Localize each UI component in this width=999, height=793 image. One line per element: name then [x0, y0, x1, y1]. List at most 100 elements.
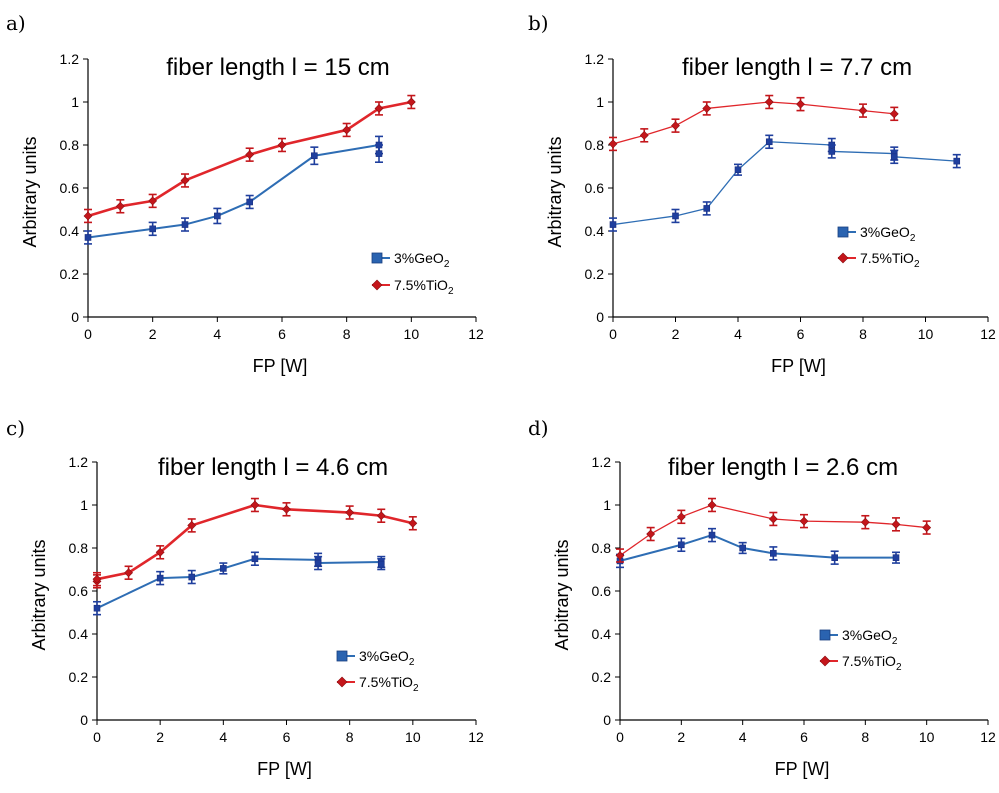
data-point [115, 201, 125, 211]
data-point [311, 152, 318, 160]
y-tick-label: 0 [603, 712, 611, 728]
series-geo2 [93, 551, 386, 616]
y-tick-label: 0 [71, 309, 79, 325]
y-tick-label: 0.8 [585, 137, 605, 153]
x-tick-label: 12 [468, 326, 484, 342]
data-point [376, 511, 386, 521]
data-point [83, 211, 93, 221]
data-point [828, 148, 836, 155]
data-point [953, 157, 961, 165]
x-tick-label: 4 [739, 729, 747, 745]
data-point [703, 205, 711, 212]
data-point [799, 516, 809, 526]
y-tick-label: 0.4 [592, 626, 612, 642]
data-point [148, 196, 158, 206]
y-tick-label: 0.2 [592, 669, 612, 685]
legend-label-main: 3%GeO [394, 250, 444, 266]
data-point [890, 153, 898, 161]
data-point [124, 568, 134, 578]
y-tick-label: 0.6 [60, 180, 80, 196]
legend-label-main: 3%GeO [359, 648, 409, 664]
data-point [770, 550, 777, 557]
x-axis-label: FP [W] [257, 759, 312, 779]
data-point [615, 551, 625, 560]
x-tick-label: 8 [861, 729, 869, 745]
legend-marker-square [336, 650, 348, 662]
x-tick-label: 2 [672, 326, 680, 342]
x-tick-label: 4 [734, 326, 742, 342]
data-point [639, 130, 649, 140]
y-tick-label: 1.2 [585, 51, 605, 67]
legend-label: 7.5%TiO2 [359, 674, 419, 694]
series-tio2 [92, 497, 418, 589]
y-tick-label: 0 [596, 309, 604, 325]
legend: 3%GeO2 7.5%TiO2 [837, 224, 920, 270]
y-tick-label: 0.6 [592, 583, 612, 599]
data-point [764, 97, 774, 107]
series-line [87, 144, 380, 239]
data-point [608, 139, 618, 149]
data-point [922, 523, 932, 532]
data-point [796, 99, 805, 109]
data-point [374, 104, 384, 113]
y-tick-label: 1.2 [592, 454, 612, 470]
x-tick-label: 4 [219, 729, 227, 745]
data-point [245, 150, 255, 160]
legend-label: 3%GeO2 [394, 250, 450, 270]
data-point [831, 554, 838, 561]
series-tio2 [608, 94, 899, 152]
legend-label-main: 7.5%TiO [394, 277, 448, 293]
y-tick-label: 0.2 [585, 266, 605, 282]
data-point [156, 574, 164, 582]
series-geo2 [609, 134, 961, 232]
x-axis-label: FP [W] [771, 356, 826, 376]
data-point [739, 544, 746, 552]
chart-panel: c)fiber length l = 4.6 cm0 2 4 6 8 10 1200.20.… [6, 416, 484, 779]
y-tick-label: 0.6 [585, 180, 605, 196]
data-point [220, 565, 227, 572]
data-point [408, 518, 418, 528]
y-tick-label: 1.2 [60, 51, 80, 67]
x-tick-label: 6 [283, 729, 291, 745]
legend-label-main: 7.5%TiO [359, 674, 413, 690]
legend-label: 3%GeO2 [842, 627, 898, 647]
legend-label-subscript: 2 [409, 657, 415, 668]
panel-letter: a) [6, 11, 26, 35]
legend-marker-square [371, 252, 383, 264]
legend-label: 7.5%TiO2 [860, 250, 920, 270]
panel-letter: d) [528, 416, 549, 440]
x-tick-label: 2 [677, 729, 685, 745]
y-axis-label: Arbitrary units [545, 136, 565, 247]
legend-label-subscript: 2 [413, 683, 419, 694]
legend-label: 3%GeO2 [860, 224, 916, 244]
x-tick-label: 2 [156, 729, 164, 745]
data-point [181, 221, 189, 228]
data-point [180, 176, 190, 185]
y-tick-label: 0 [80, 712, 88, 728]
data-point [377, 560, 385, 568]
x-tick-label: 8 [346, 729, 354, 745]
legend-label: 7.5%TiO2 [842, 653, 902, 673]
y-tick-label: 0.4 [69, 626, 89, 642]
series-geo2 [616, 527, 900, 569]
chart-panel: a)fiber length l = 15 cm0 2 4 6 8 10 1200.20.4… [6, 11, 484, 376]
y-tick-label: 1.2 [69, 454, 89, 470]
x-tick-label: 4 [213, 326, 221, 342]
data-point [277, 140, 287, 150]
y-tick-label: 0.4 [60, 223, 80, 239]
data-point [214, 212, 221, 220]
y-axis-label: Arbitrary units [29, 539, 49, 650]
legend-label-subscript: 2 [892, 636, 898, 647]
data-point [768, 514, 778, 524]
legend-label: 3%GeO2 [359, 648, 415, 668]
data-point [678, 541, 685, 549]
legend-label-main: 3%GeO [860, 224, 910, 240]
legend-label-subscript: 2 [448, 286, 454, 297]
chart-panel: d)fiber length l = 2.6 cm0 2 4 6 8 10 1200.20.… [528, 416, 996, 779]
series-geo2 [84, 135, 383, 245]
x-tick-label: 6 [800, 729, 808, 745]
chart-title: fiber length l = 4.6 cm [158, 454, 388, 481]
y-tick-label: 1 [596, 94, 604, 110]
data-point [860, 517, 870, 527]
y-tick-label: 0.2 [69, 669, 89, 685]
